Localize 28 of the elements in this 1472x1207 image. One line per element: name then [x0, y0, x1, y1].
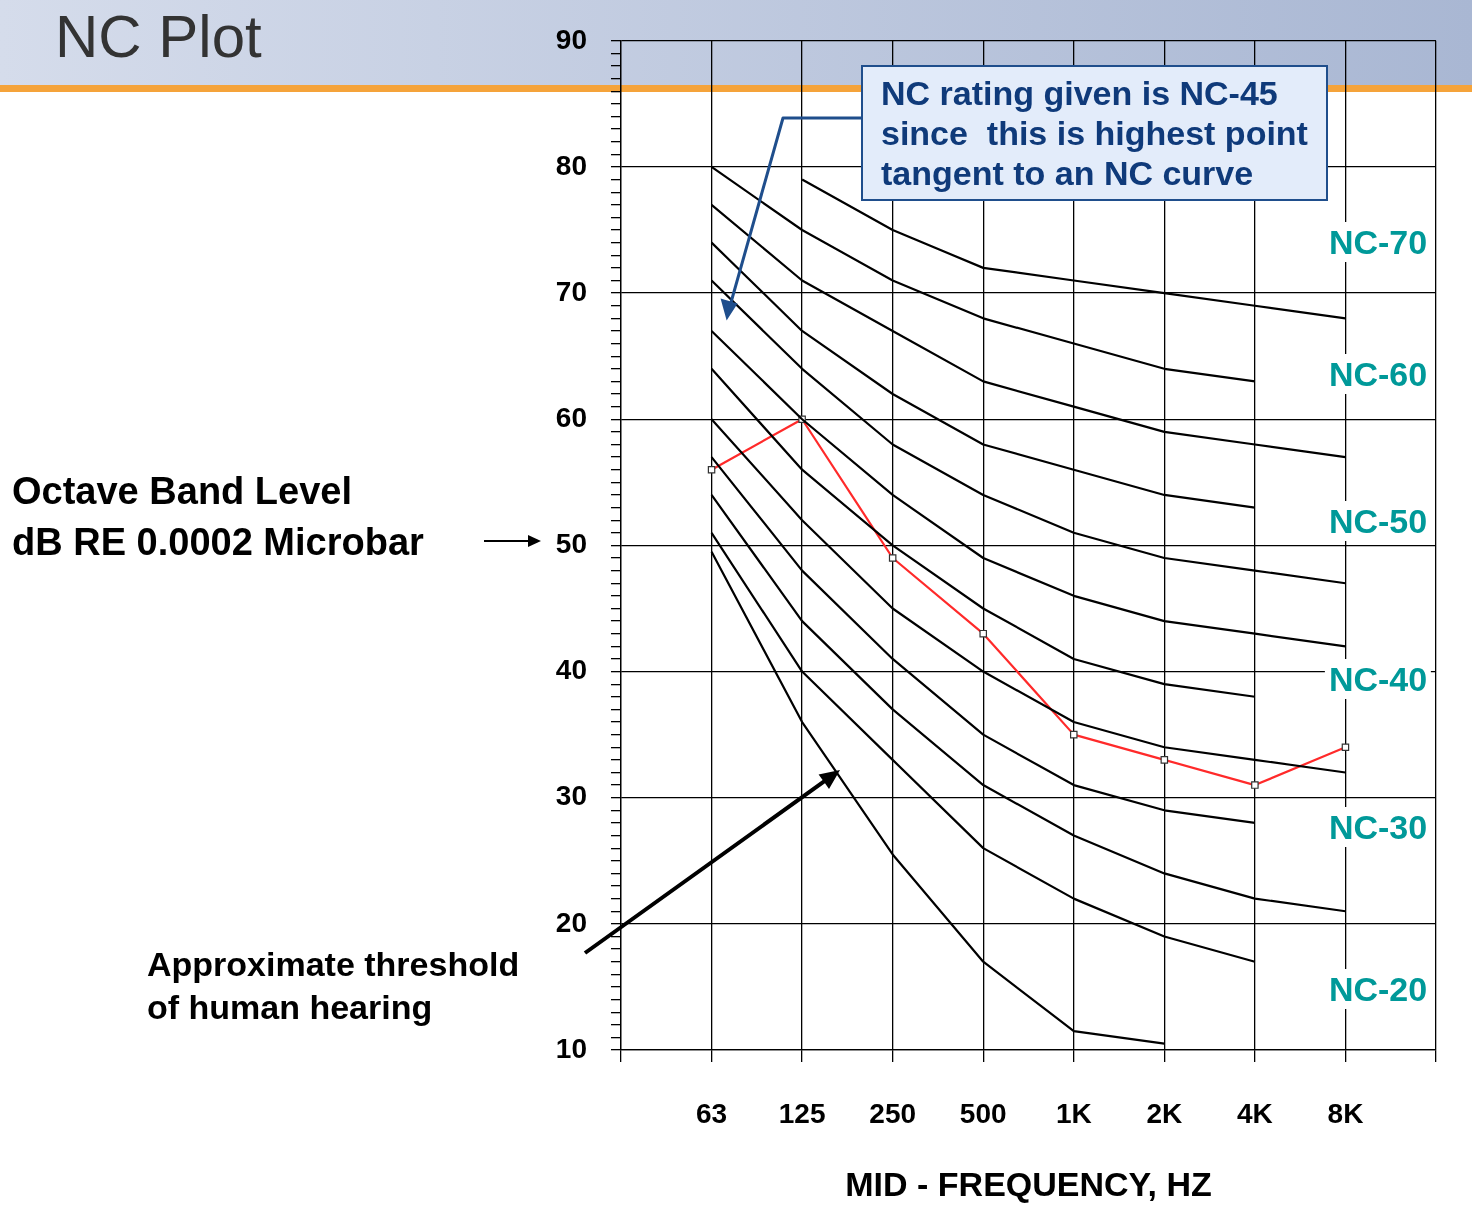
annotation: NC-60	[1324, 354, 1432, 394]
x-tick-label: 125	[778, 1097, 826, 1129]
y-axis-title: Octave Band Level dB RE 0.0002 Microbar	[12, 469, 424, 565]
y-tick-label: 50	[555, 528, 587, 560]
annotation: NC-50	[1324, 501, 1432, 541]
annotation: NC-70	[1324, 222, 1432, 262]
y-tick-label: 60	[555, 401, 587, 433]
x-tick-label: 500	[959, 1097, 1007, 1129]
x-tick-label: 63	[695, 1097, 728, 1129]
annotation: NC-30	[1324, 807, 1432, 847]
callout-box: NC rating given is NC-45 since this is highest point tangent to an NC curve	[861, 65, 1328, 201]
x-axis-title: MID - FREQUENCY, HZ	[845, 1164, 1212, 1203]
x-tick-label: 250	[869, 1097, 917, 1129]
y-tick-label: 80	[555, 149, 587, 181]
y-tick-label: 70	[555, 275, 587, 307]
x-tick-label: 1K	[1055, 1097, 1092, 1129]
y-tick-label: 10	[555, 1032, 587, 1064]
y-tick-label: 90	[555, 23, 587, 55]
chart-title: NC Plot	[55, 2, 262, 72]
y-tick-label: 20	[555, 906, 587, 938]
x-tick-label: 4K	[1236, 1097, 1273, 1129]
text: Approximate threshold of human hearing	[147, 944, 520, 1028]
x-tick-label: 2K	[1146, 1097, 1183, 1129]
x-tick-label: 8K	[1327, 1097, 1364, 1129]
annotation: NC-20	[1324, 969, 1432, 1009]
y-tick-label: 30	[555, 780, 587, 812]
annotation: NC-40	[1324, 659, 1432, 699]
y-tick-label: 40	[555, 654, 587, 686]
